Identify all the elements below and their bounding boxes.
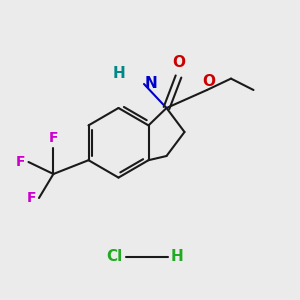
Text: H: H xyxy=(171,249,184,264)
Text: O: O xyxy=(172,55,185,70)
Text: F: F xyxy=(16,155,26,169)
Text: F: F xyxy=(26,191,36,205)
Text: N: N xyxy=(145,76,158,92)
Text: H: H xyxy=(112,66,125,81)
Text: F: F xyxy=(49,130,58,145)
Text: Cl: Cl xyxy=(107,249,123,264)
Text: O: O xyxy=(202,74,215,88)
